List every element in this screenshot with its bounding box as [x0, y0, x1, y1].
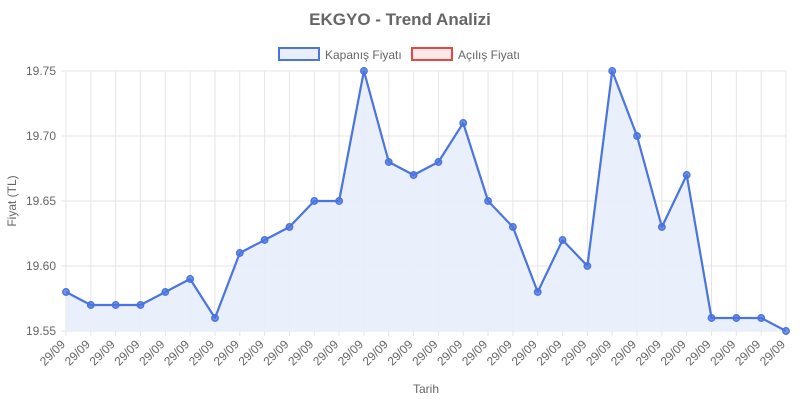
x-tick-label: 29/09: [658, 337, 689, 368]
x-tick-label: 29/09: [211, 337, 242, 368]
data-point[interactable]: [285, 223, 294, 231]
x-tick-label: 29/09: [484, 337, 515, 368]
x-tick-label: 29/09: [385, 337, 416, 368]
data-point[interactable]: [682, 171, 691, 179]
x-tick-label: 29/09: [732, 337, 763, 368]
data-point[interactable]: [260, 236, 269, 244]
data-point[interactable]: [484, 197, 493, 205]
series-points: [62, 67, 790, 335]
x-tick-label: 29/09: [260, 337, 291, 368]
legend-label-opening: Açılış Fiyatı: [458, 48, 520, 62]
x-tick-label: 29/09: [633, 337, 664, 368]
data-point[interactable]: [558, 236, 567, 244]
chart-title: EKGYO - Trend Analizi: [309, 10, 491, 29]
data-point[interactable]: [657, 223, 666, 231]
data-point[interactable]: [211, 314, 219, 322]
legend-swatch-opening: [411, 47, 453, 61]
y-tick-label: 19.75: [26, 64, 56, 78]
y-tick-label: 19.55: [26, 324, 56, 338]
x-tick-label: 29/09: [534, 337, 565, 368]
y-tick-label: 19.60: [26, 259, 56, 273]
x-tick-label: 29/09: [608, 337, 639, 368]
x-tick-label: 29/09: [87, 337, 118, 368]
data-point[interactable]: [359, 67, 368, 75]
data-point[interactable]: [409, 171, 418, 179]
series-line-path: [65, 69, 787, 332]
data-point[interactable]: [86, 301, 95, 309]
data-point[interactable]: [533, 288, 542, 296]
x-tick-label: 29/09: [136, 337, 167, 368]
data-point[interactable]: [384, 158, 393, 166]
x-tick-label: 29/09: [707, 337, 738, 368]
y-tick-label: 19.65: [26, 194, 56, 208]
x-tick-label: 29/09: [161, 337, 192, 368]
x-tick-label: 29/09: [360, 337, 391, 368]
x-tick-label: 29/09: [434, 337, 465, 368]
x-tick-label: 29/09: [236, 337, 267, 368]
legend-label-closing: Kapanış Fiyatı: [325, 48, 402, 62]
x-tick-label: 29/09: [757, 337, 788, 368]
x-tick-label: 29/09: [558, 337, 589, 368]
x-tick-label: 29/09: [62, 337, 93, 368]
data-point[interactable]: [186, 275, 195, 283]
data-point[interactable]: [111, 301, 120, 309]
data-point[interactable]: [136, 301, 145, 309]
x-tick-label: 29/09: [509, 337, 540, 368]
legend-swatch-closing: [278, 47, 320, 61]
x-tick-label: 29/09: [111, 337, 142, 368]
data-point[interactable]: [633, 132, 641, 140]
x-tick-label: 29/09: [459, 337, 490, 368]
x-axis-title: Tarih: [413, 382, 439, 396]
x-tick-label: 29/09: [683, 337, 714, 368]
data-point[interactable]: [235, 249, 244, 257]
data-point[interactable]: [732, 314, 741, 322]
x-tick-label: 29/09: [285, 337, 316, 368]
data-point[interactable]: [508, 223, 517, 231]
y-axis-ticks: 19.55 19.60 19.65 19.70 19.75: [26, 64, 56, 338]
series-line: [65, 69, 787, 332]
data-point[interactable]: [707, 314, 716, 322]
data-point[interactable]: [608, 67, 617, 75]
x-tick-label: 29/09: [335, 337, 366, 368]
data-point[interactable]: [583, 262, 592, 270]
data-point[interactable]: [310, 197, 319, 205]
data-point[interactable]: [161, 288, 170, 296]
x-tick-label: 29/09: [310, 337, 341, 368]
legend-item-closing[interactable]: Kapanış Fiyatı: [278, 47, 402, 62]
series-area-fill: [66, 71, 786, 331]
data-point[interactable]: [459, 119, 468, 127]
data-point[interactable]: [434, 158, 443, 166]
y-axis-title: Fiyat (TL): [5, 175, 19, 226]
data-point[interactable]: [782, 327, 790, 335]
x-tick-label: 29/09: [37, 337, 68, 368]
x-tick-label: 29/09: [409, 337, 440, 368]
x-tick-label: 29/09: [186, 337, 217, 368]
y-tick-label: 19.70: [26, 129, 56, 143]
data-point[interactable]: [335, 197, 344, 205]
x-axis-ticks: 29/0929/0929/0929/0929/0929/0929/0929/09…: [37, 337, 788, 368]
data-point[interactable]: [757, 314, 766, 322]
legend-item-opening[interactable]: Açılış Fiyatı: [411, 47, 520, 62]
data-point[interactable]: [62, 288, 70, 296]
legend: Kapanış Fiyatı Açılış Fiyatı: [278, 47, 520, 62]
series-area: [66, 71, 786, 331]
x-tick-label: 29/09: [583, 337, 614, 368]
